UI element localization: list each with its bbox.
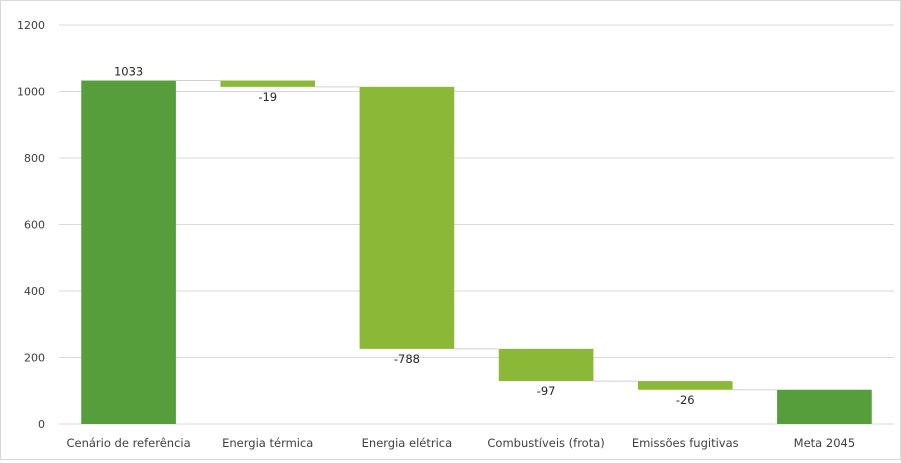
y-tick-label: 0 [38,418,45,431]
y-tick-label: 800 [24,152,45,165]
bar [81,80,176,424]
x-tick-label: Meta 2045 [794,436,855,450]
bar [220,80,316,87]
data-label: 1033 [114,65,143,79]
x-tick-label: Emissões fugitivas [632,436,739,450]
data-labels: 1033 -19 -788 -97 -26 [114,65,695,407]
x-axis-ticks: Cenário de referência Energia térmica Ener… [66,436,855,450]
y-axis-ticks: 0 200 400 600 800 1000 1200 [17,19,45,431]
data-label: -26 [676,393,695,407]
y-tick-label: 400 [24,285,45,298]
bar [777,389,872,424]
bar [637,381,733,390]
x-tick-label: Energia elétrica [362,436,453,450]
connectors [175,80,778,391]
gridlines [59,24,894,425]
y-tick-label: 600 [24,219,45,232]
bar [498,348,594,382]
x-tick-label: Cenário de referência [66,436,190,450]
y-tick-label: 1000 [17,86,45,99]
bar [359,86,455,349]
x-tick-label: Combustíveis (frota) [487,436,604,450]
y-tick-label: 1200 [17,19,45,32]
y-tick-label: 200 [24,352,45,365]
data-label: -97 [537,384,556,398]
data-label: -788 [394,352,420,366]
bars [81,80,872,424]
data-label: -19 [258,90,277,104]
x-tick-label: Energia térmica [222,436,313,450]
